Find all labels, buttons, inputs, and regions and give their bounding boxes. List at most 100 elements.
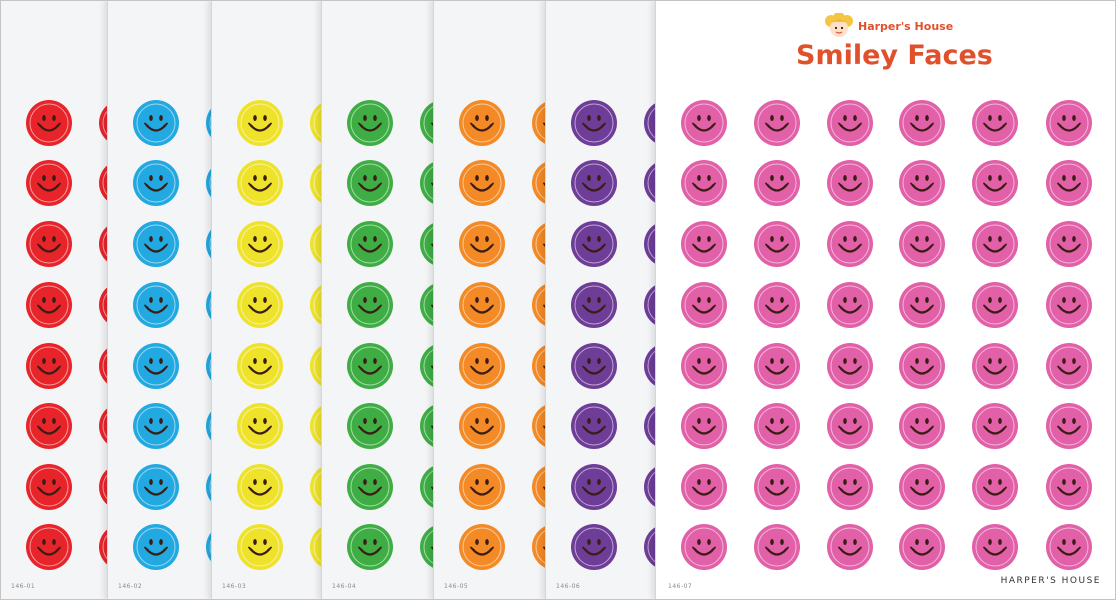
smiley-face-icon: [1046, 100, 1092, 146]
smiley-face-icon: [571, 524, 617, 570]
smiley-sticker: [236, 402, 284, 450]
smiley-sticker: [132, 523, 180, 571]
smiley-sticker: [236, 342, 284, 390]
smiley-face-icon: [237, 343, 283, 389]
smiley-face-icon: [237, 160, 283, 206]
smiley-face-icon: [237, 464, 283, 510]
smiley-face-icon: [459, 100, 505, 146]
smiley-sticker: [570, 402, 618, 450]
smiley-sticker: [898, 463, 946, 511]
smiley-sticker: [236, 523, 284, 571]
smiley-sticker: [570, 281, 618, 329]
smiley-sticker: [898, 99, 946, 147]
smiley-sticker: [25, 99, 73, 147]
smiley-sticker: [971, 99, 1019, 147]
smiley-face-icon: [26, 100, 72, 146]
brand-name: Harper's House: [858, 19, 954, 33]
smiley-sticker: [346, 220, 394, 268]
smiley-face-icon: [754, 343, 800, 389]
smiley-sticker: [826, 220, 874, 268]
smiley-sticker: [346, 463, 394, 511]
smiley-sticker: [132, 99, 180, 147]
smiley-face-icon: [754, 221, 800, 267]
smiley-sticker: [458, 463, 506, 511]
smiley-face-icon: [681, 100, 727, 146]
smiley-face-icon: [237, 282, 283, 328]
smiley-sticker: [570, 523, 618, 571]
smiley-face-icon: [459, 524, 505, 570]
smiley-face-icon: [899, 160, 945, 206]
smiley-sticker: [680, 220, 728, 268]
page-title: Smiley Faces: [796, 40, 993, 71]
smiley-face-icon: [754, 464, 800, 510]
smiley-face-icon: [972, 343, 1018, 389]
smiley-face-icon: [827, 464, 873, 510]
smiley-sticker: [458, 281, 506, 329]
smiley-sticker: [826, 463, 874, 511]
smiley-face-icon: [133, 524, 179, 570]
smiley-face-icon: [754, 160, 800, 206]
smiley-face-icon: [972, 524, 1018, 570]
smiley-sticker: [898, 342, 946, 390]
smiley-face-icon: [347, 464, 393, 510]
sheet-code: 146-07: [668, 583, 693, 590]
smiley-face-icon: [899, 403, 945, 449]
smiley-face-icon: [347, 343, 393, 389]
smiley-face-icon: [347, 524, 393, 570]
smiley-sticker: [753, 159, 801, 207]
smiley-face-icon: [827, 403, 873, 449]
smiley-sticker: [132, 463, 180, 511]
smiley-face-icon: [26, 282, 72, 328]
smiley-face-icon: [899, 282, 945, 328]
smiley-sticker: [346, 159, 394, 207]
smiley-sticker: [1045, 463, 1093, 511]
smiley-face-icon: [133, 221, 179, 267]
smiley-face-icon: [754, 100, 800, 146]
smiley-face-icon: [26, 403, 72, 449]
smiley-face-icon: [237, 524, 283, 570]
smiley-sticker: [346, 281, 394, 329]
smiley-sticker: [753, 523, 801, 571]
sticker-sheet: 146-02: [107, 0, 228, 600]
smiley-face-icon: [237, 221, 283, 267]
smiley-sticker: [1045, 342, 1093, 390]
smiley-sticker: [898, 159, 946, 207]
smiley-sticker: [346, 402, 394, 450]
smiley-sticker: [971, 523, 1019, 571]
smiley-sticker: [25, 402, 73, 450]
smiley-sticker: [753, 402, 801, 450]
smiley-face-icon: [133, 343, 179, 389]
smiley-face-icon: [26, 343, 72, 389]
smiley-sticker: [898, 523, 946, 571]
smiley-face-icon: [133, 160, 179, 206]
smiley-sticker: [971, 159, 1019, 207]
smiley-sticker: [570, 99, 618, 147]
smiley-sticker: [680, 463, 728, 511]
smiley-face-icon: [347, 221, 393, 267]
sheet-code: 146-03: [222, 583, 247, 590]
smiley-sticker: [1045, 159, 1093, 207]
smiley-sticker: [458, 220, 506, 268]
smiley-face-icon: [827, 221, 873, 267]
smiley-face-icon: [827, 343, 873, 389]
smiley-sticker: [25, 523, 73, 571]
smiley-face-icon: [1046, 464, 1092, 510]
smiley-sticker: [236, 99, 284, 147]
smiley-sticker: [570, 220, 618, 268]
smiley-sticker: [1045, 220, 1093, 268]
blonde-girl-face-icon: [825, 13, 853, 37]
smiley-sticker: [753, 463, 801, 511]
smiley-sticker: [458, 402, 506, 450]
smiley-sticker: [458, 342, 506, 390]
smiley-sticker: [236, 159, 284, 207]
smiley-face-icon: [681, 160, 727, 206]
smiley-sticker: [753, 99, 801, 147]
smiley-sticker: [236, 220, 284, 268]
smiley-face-icon: [899, 464, 945, 510]
smiley-sticker: [1045, 523, 1093, 571]
smiley-sticker: [680, 99, 728, 147]
smiley-face-icon: [571, 343, 617, 389]
smiley-face-icon: [1046, 524, 1092, 570]
smiley-face-icon: [1046, 403, 1092, 449]
